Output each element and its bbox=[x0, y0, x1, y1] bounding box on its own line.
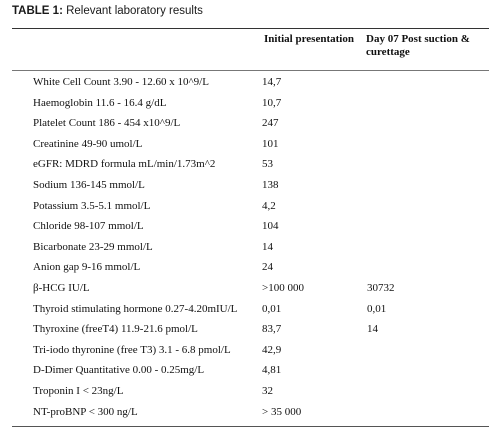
column-header-initial: Initial presentation bbox=[264, 33, 354, 45]
table-top-rule bbox=[12, 28, 489, 29]
cell-day7: 30732 bbox=[367, 282, 395, 294]
table-row: Creatinine 49-90 umol/L 101 bbox=[0, 135, 499, 155]
cell-test: Haemoglobin 11.6 - 16.4 g/dL bbox=[33, 96, 167, 109]
cell-initial: 4,81 bbox=[262, 364, 282, 377]
cell-test: Troponin I < 23ng/L bbox=[33, 385, 124, 397]
header-divider-rule bbox=[12, 70, 489, 71]
table-bottom-rule bbox=[12, 426, 489, 427]
cell-test: Creatinine 49-90 umol/L bbox=[33, 137, 143, 150]
cell-test: White Cell Count 3.90 - 12.60 x 10^9/L bbox=[33, 76, 209, 88]
cell-test: β-HCG IU/L bbox=[33, 282, 90, 294]
table-row: Platelet Count 186 - 454 x10^9/L 247 bbox=[0, 114, 499, 134]
cell-initial: 138 bbox=[262, 179, 279, 191]
table-row: Potassium 3.5-5.1 mmol/L 4,2 bbox=[0, 197, 499, 217]
cell-initial: >100 000 bbox=[262, 282, 304, 294]
table-caption-label: TABLE 1: bbox=[12, 5, 63, 17]
table-row: NT-proBNP < 300 ng/L > 35 000 bbox=[0, 403, 499, 423]
table-row: eGFR: MDRD formula mL/min/1.73m^2 53 bbox=[0, 155, 499, 175]
table-row: Thyroxine (freeT4) 11.9-21.6 pmol/L 83,7 1… bbox=[0, 320, 499, 340]
table-row: Tri-iodo thyronine (free T3) 3.1 - 6.8 p… bbox=[0, 341, 499, 361]
table-row: D-Dimer Quantitative 0.00 - 0.25mg/L 4,81 bbox=[0, 361, 499, 381]
cell-day7: 14 bbox=[367, 323, 378, 336]
table-row: Sodium 136-145 mmol/L 138 bbox=[0, 176, 499, 196]
cell-test: D-Dimer Quantitative 0.00 - 0.25mg/L bbox=[33, 364, 205, 377]
cell-initial: 10,7 bbox=[262, 96, 282, 109]
cell-initial: 247 bbox=[262, 117, 279, 130]
cell-initial: 32 bbox=[262, 385, 273, 397]
table-row: β-HCG IU/L >100 000 30732 bbox=[0, 279, 499, 299]
table-caption-text: Relevant laboratory results bbox=[66, 5, 203, 17]
cell-test: Bicarbonate 23-29 mmol/L bbox=[33, 240, 153, 253]
cell-test: Thyroid stimulating hormone 0.27-4.20mIU… bbox=[33, 302, 238, 315]
cell-initial: 101 bbox=[262, 137, 279, 150]
cell-test: Sodium 136-145 mmol/L bbox=[33, 179, 145, 191]
cell-initial: 14,7 bbox=[262, 76, 282, 88]
cell-test: Anion gap 9-16 mmol/L bbox=[33, 261, 141, 274]
cell-initial: 53 bbox=[262, 158, 273, 171]
cell-test: Tri-iodo thyronine (free T3) 3.1 - 6.8 p… bbox=[33, 343, 231, 356]
table-row: Haemoglobin 11.6 - 16.4 g/dL 10,7 bbox=[0, 94, 499, 114]
cell-test: Chloride 98-107 mmol/L bbox=[33, 220, 144, 233]
cell-test: Thyroxine (freeT4) 11.9-21.6 pmol/L bbox=[33, 323, 198, 336]
cell-initial: 4,2 bbox=[262, 199, 276, 212]
table-row: Anion gap 9-16 mmol/L 24 bbox=[0, 258, 499, 278]
cell-initial: 14 bbox=[262, 240, 273, 253]
cell-test: eGFR: MDRD formula mL/min/1.73m^2 bbox=[33, 158, 216, 171]
cell-initial: 0,01 bbox=[262, 302, 282, 315]
cell-initial: 83,7 bbox=[262, 323, 282, 336]
cell-test: Platelet Count 186 - 454 x10^9/L bbox=[33, 117, 181, 130]
cell-initial: 42,9 bbox=[262, 343, 282, 356]
cell-initial: > 35 000 bbox=[262, 405, 302, 418]
table-row: White Cell Count 3.90 - 12.60 x 10^9/L 14… bbox=[0, 73, 499, 93]
table-row: Bicarbonate 23-29 mmol/L 14 bbox=[0, 238, 499, 258]
table-caption: TABLE 1: Relevant laboratory results bbox=[12, 5, 203, 17]
table-row: Troponin I < 23ng/L 32 bbox=[0, 382, 499, 402]
cell-initial: 104 bbox=[262, 220, 279, 233]
cell-test: NT-proBNP < 300 ng/L bbox=[33, 405, 138, 418]
table-row: Chloride 98-107 mmol/L 104 bbox=[0, 217, 499, 237]
cell-test: Potassium 3.5-5.1 mmol/L bbox=[33, 199, 151, 212]
table-row: Thyroid stimulating hormone 0.27-4.20mIU… bbox=[0, 300, 499, 320]
cell-day7: 0,01 bbox=[367, 302, 387, 315]
cell-initial: 24 bbox=[262, 261, 273, 274]
column-header-day7: Day 07 Post suction & curettage bbox=[366, 33, 470, 58]
